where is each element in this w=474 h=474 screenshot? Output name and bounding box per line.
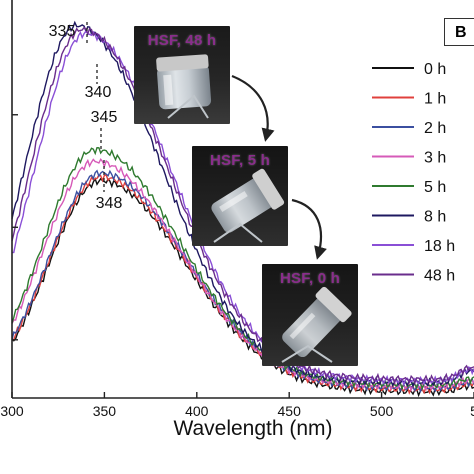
peak-annotations: 335 340 345 348 — [49, 22, 123, 212]
legend-label-18h: 18 h — [424, 238, 455, 255]
vial-48h-icon — [156, 54, 212, 119]
peak-label-345: 345 — [91, 109, 118, 126]
legend-label-8h: 8 h — [424, 209, 446, 226]
vial-5h-icon — [211, 168, 285, 243]
peak-label-335: 335 — [49, 23, 76, 40]
arrow-48h-to-5h — [231, 74, 275, 142]
vial-0h-label: HSF, 0 h — [280, 270, 340, 287]
legend-label-3h: 3 h — [424, 150, 446, 167]
x-tick-label-4: 500 — [370, 403, 394, 419]
x-axis-label: Wavelength (nm) — [173, 417, 332, 440]
panel-label: B — [444, 18, 474, 46]
peak-label-340: 340 — [85, 84, 112, 101]
vial-48h-label: HSF, 48 h — [147, 32, 217, 49]
legend: 0 h 1 h 2 h 3 h 5 h 8 h 18 h 48 h — [372, 61, 455, 285]
x-tick-label-0: 300 — [0, 403, 24, 419]
arrow-5h-to-0h — [291, 198, 327, 260]
legend-label-5h: 5 h — [424, 179, 446, 196]
vial-photo-0h: HSF, 0 h — [262, 264, 358, 366]
peak-label-348: 348 — [96, 195, 123, 212]
legend-label-0h: 0 h — [424, 61, 446, 78]
vial-0h-icon — [281, 286, 352, 363]
x-tick-label-5: 5 — [470, 403, 474, 419]
legend-label-1h: 1 h — [424, 91, 446, 108]
legend-label-2h: 2 h — [424, 120, 446, 137]
series-line-48h — [11, 26, 474, 385]
x-tick-label-1: 350 — [93, 403, 117, 419]
y-ticks — [12, 114, 18, 341]
vial-photo-5h: HSF, 5 h — [192, 146, 288, 246]
series-layer — [11, 20, 474, 398]
x-tick-label-3: 450 — [278, 403, 302, 419]
legend-label-48h: 48 h — [424, 268, 455, 285]
x-tick-label-2: 400 — [185, 403, 209, 419]
vial-5h-label: HSF, 5 h — [210, 152, 270, 169]
vial-photo-48h: HSF, 48 h — [134, 26, 230, 124]
series-line-18h — [11, 30, 474, 387]
x-ticks: 300 350 400 450 500 5 — [0, 392, 474, 419]
